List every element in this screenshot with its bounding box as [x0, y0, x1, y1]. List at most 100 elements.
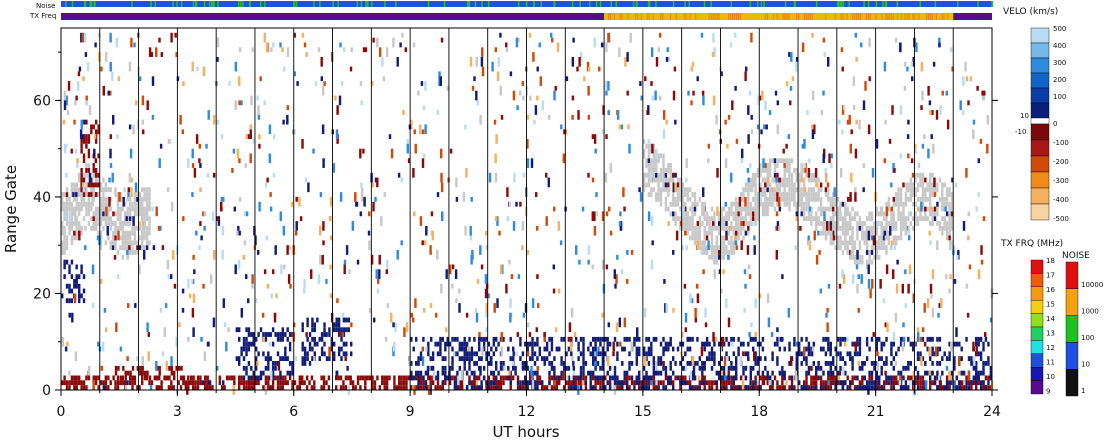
txfreq-strip-mark [695, 13, 697, 20]
sparse-echo-cell [825, 172, 828, 183]
ionospheric-cell [245, 327, 248, 333]
sparse-echo-cell [321, 124, 325, 135]
sparse-echo-cell [343, 264, 346, 275]
ground-scatter-cell [836, 216, 840, 222]
ionospheric-cell [798, 341, 801, 347]
ionospheric-cell [441, 356, 445, 362]
sparse-echo-cell [684, 230, 687, 236]
ground-scatter-cell [99, 230, 103, 236]
ionospheric-cell [948, 385, 951, 391]
sparse-echo-cell [827, 57, 830, 67]
sparse-echo-cell [581, 380, 585, 386]
ionospheric-cell [536, 336, 539, 342]
ionospheric-cell [718, 221, 721, 226]
ionospheric-cell [587, 346, 590, 352]
ionospheric-cell [926, 336, 929, 342]
ionospheric-cell [861, 361, 864, 366]
ground-scatter-cell [832, 221, 835, 226]
noise-strip-mark [295, 1, 298, 7]
ground-scatter-cell [92, 225, 95, 231]
sparse-echo-cell [958, 356, 961, 366]
ionospheric-cell [182, 380, 185, 386]
ground-scatter-cell [752, 206, 755, 212]
sparse-echo-cell [684, 312, 688, 323]
sparse-echo-cell [644, 356, 647, 366]
ground-scatter-cell [897, 192, 900, 197]
sparse-echo-cell [571, 356, 574, 362]
ionospheric-cell [984, 361, 988, 366]
ionospheric-cell [788, 375, 791, 381]
ionospheric-cell [492, 380, 496, 386]
ground-scatter-cell [832, 192, 835, 197]
ionospheric-cell [608, 385, 612, 391]
ionospheric-cell [528, 380, 532, 386]
ionospheric-cell [868, 370, 871, 376]
sparse-echo-cell [336, 298, 339, 304]
sparse-echo-cell [338, 95, 342, 106]
ionospheric-cell [463, 351, 466, 357]
ionospheric-cell [742, 221, 745, 226]
sparse-echo-cell [843, 105, 846, 111]
noise-strip-mark [632, 1, 635, 7]
ionospheric-cell [759, 341, 762, 347]
sparse-echo-cell [227, 327, 230, 333]
sparse-echo-cell [691, 356, 695, 366]
ionospheric-cell [267, 380, 270, 386]
ionospheric-cell [63, 274, 66, 280]
ground-scatter-cell [148, 192, 151, 197]
ionospheric-cell [173, 370, 176, 376]
ground-scatter-cell [111, 235, 115, 241]
sparse-echo-cell [605, 42, 608, 53]
ionospheric-cell [158, 365, 161, 371]
sparse-echo-cell [649, 172, 653, 183]
ionospheric-cell [548, 336, 551, 342]
sparse-echo-cell [626, 279, 629, 284]
sparse-echo-cell [753, 351, 756, 362]
ionospheric-cell [633, 385, 636, 391]
sparse-echo-cell [753, 235, 756, 241]
ionospheric-cell [97, 129, 100, 135]
ionospheric-cell [87, 148, 91, 154]
ground-scatter-cell [696, 230, 699, 236]
ionospheric-cell [281, 332, 285, 337]
ionospheric-cell [962, 370, 966, 376]
ionospheric-cell [296, 385, 299, 391]
txfreq-strip-mark [825, 13, 827, 20]
sparse-echo-cell [151, 76, 155, 86]
sparse-echo-cell [921, 143, 925, 149]
ground-scatter-cell [116, 196, 120, 202]
ionospheric-cell [912, 341, 915, 347]
ground-scatter-cell [739, 225, 743, 231]
sparse-echo-cell [74, 100, 77, 106]
ground-scatter-cell [133, 211, 137, 217]
ground-scatter-cell [684, 211, 687, 217]
sparse-echo-cell [920, 201, 923, 212]
ionospheric-cell [875, 346, 879, 352]
sparse-echo-cell [380, 216, 383, 226]
ground-scatter-cell [875, 225, 879, 231]
sparse-echo-cell [323, 81, 326, 86]
ground-scatter-cell [768, 168, 772, 173]
ionospheric-cell [650, 346, 653, 352]
sparse-echo-cell [367, 230, 371, 236]
sparse-echo-cell [494, 47, 498, 53]
ground-scatter-cell [148, 221, 151, 226]
sparse-echo-cell [350, 322, 353, 328]
ionospheric-cell [524, 341, 527, 347]
sparse-echo-cell [475, 312, 479, 323]
ionospheric-cell [865, 385, 869, 391]
noise-strip-mark [836, 1, 839, 7]
ionospheric-cell [502, 380, 505, 386]
ground-scatter-cell [148, 225, 151, 231]
ground-scatter-cell [938, 225, 942, 231]
sparse-echo-cell [552, 365, 555, 371]
ionospheric-cell [158, 385, 161, 391]
ionospheric-cell [311, 317, 314, 323]
sparse-echo-cell [91, 196, 94, 207]
sparse-echo-cell [480, 57, 484, 67]
sparse-echo-cell [740, 221, 743, 226]
sparse-echo-cell [854, 148, 858, 159]
ionospheric-cell [822, 380, 825, 386]
ground-scatter-cell [798, 192, 801, 197]
ionospheric-cell [778, 346, 782, 352]
